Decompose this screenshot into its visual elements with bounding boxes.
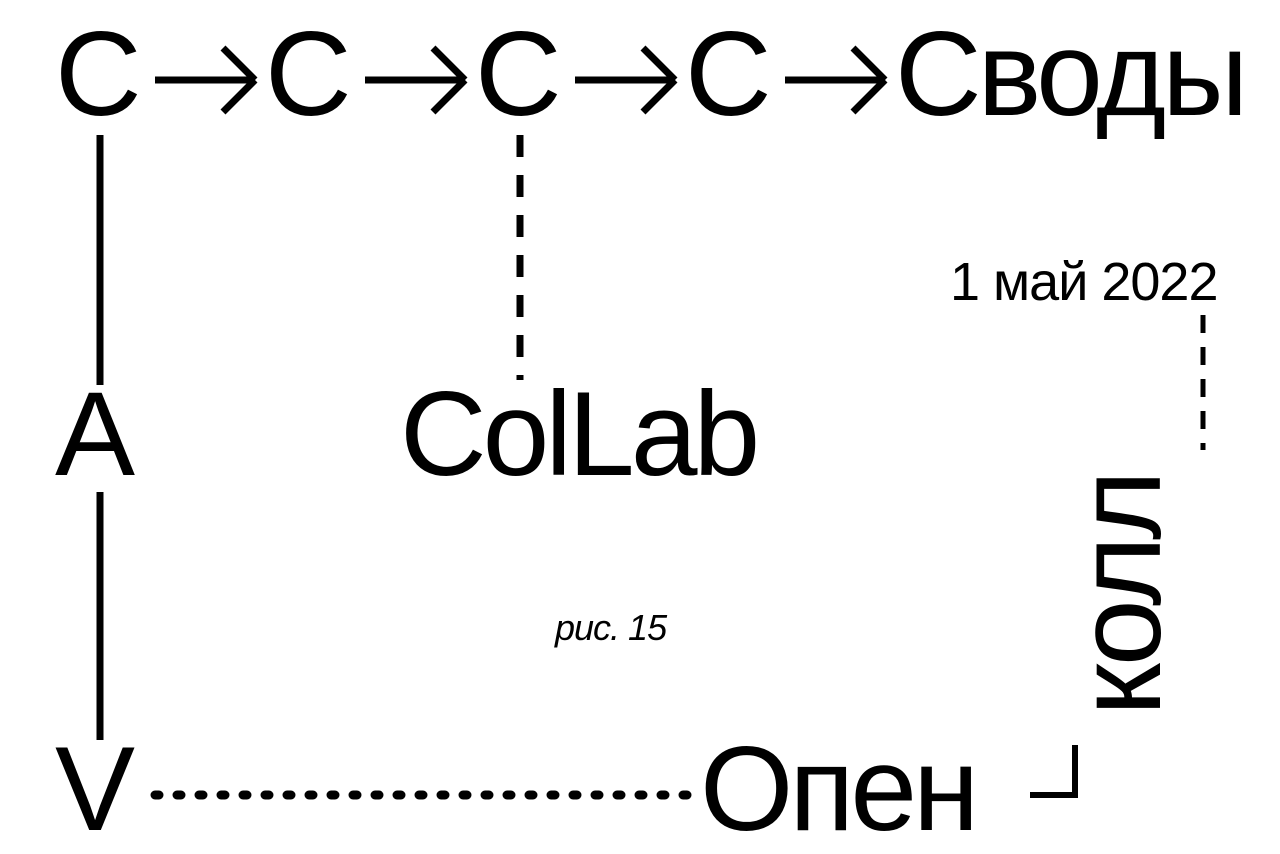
label-date: 1 май 2022: [950, 252, 1218, 312]
top-word-svody: Своды: [895, 7, 1244, 141]
label-koll: колл: [1052, 474, 1186, 716]
figure-caption: рис. 15: [554, 607, 668, 648]
left-letter-А: А: [55, 367, 135, 501]
top-letter-c: С: [475, 7, 558, 141]
connector-line: [643, 80, 675, 112]
connector-line: [433, 48, 465, 80]
top-letter-c: С: [55, 7, 138, 141]
label-open: Опен: [700, 722, 975, 854]
connector-line: [643, 48, 675, 80]
diagram-canvas: СССССводыАVColLab1 май 2022рис. 15Опенко…: [0, 0, 1280, 854]
label-collab: ColLab: [400, 367, 756, 501]
connector-line: [1030, 745, 1075, 795]
left-letter-V: V: [55, 722, 135, 854]
top-letter-c: С: [685, 7, 768, 141]
connector-line: [223, 48, 255, 80]
top-letter-c: С: [265, 7, 348, 141]
connector-line: [853, 80, 885, 112]
connector-line: [433, 80, 465, 112]
connector-line: [853, 48, 885, 80]
connector-line: [223, 80, 255, 112]
